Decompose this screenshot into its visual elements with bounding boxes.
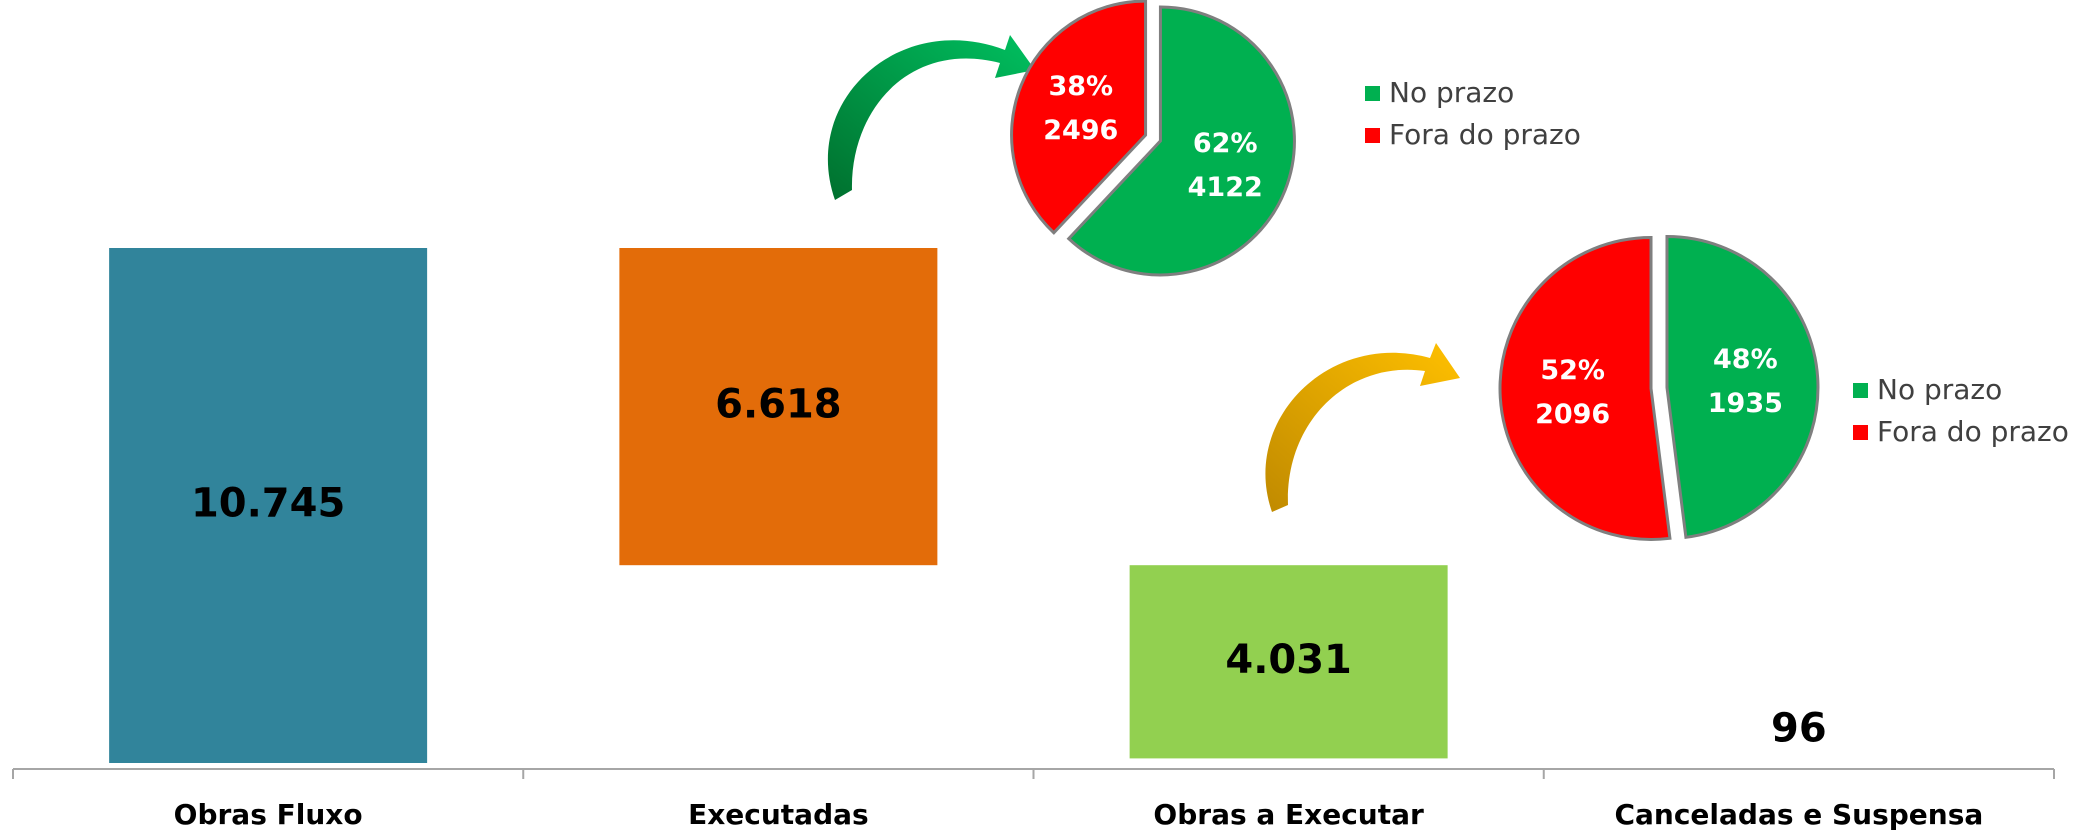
slice-percent: 38% bbox=[1048, 71, 1113, 102]
slice-percent: 52% bbox=[1540, 355, 1605, 386]
slice-count: 1935 bbox=[1708, 388, 1783, 419]
category-label: Obras Fluxo bbox=[174, 798, 363, 831]
legend-label: No prazo bbox=[1389, 76, 1514, 109]
bar bbox=[109, 248, 428, 763]
value-label: 4.031 bbox=[1225, 637, 1352, 683]
slice-count: 2096 bbox=[1535, 399, 1610, 430]
pie-slice bbox=[1010, 0, 1148, 235]
pie-slice bbox=[1066, 5, 1296, 277]
category-label: Canceladas e Suspensa bbox=[1614, 798, 1983, 831]
value-label: 6.618 bbox=[715, 382, 842, 428]
legend-swatch bbox=[1853, 425, 1868, 440]
category-label: Obras a Executar bbox=[1153, 798, 1424, 831]
bar bbox=[1129, 565, 1448, 759]
legend-swatch bbox=[1853, 383, 1868, 398]
value-label: 10.745 bbox=[191, 481, 345, 527]
legend-label: Fora do prazo bbox=[1389, 118, 1581, 151]
legend-label: Fora do prazo bbox=[1877, 415, 2069, 448]
slice-percent: 62% bbox=[1193, 128, 1258, 159]
slice-percent: 48% bbox=[1713, 344, 1778, 375]
legend-swatch bbox=[1365, 86, 1380, 101]
legend-label: No prazo bbox=[1877, 373, 2002, 406]
slice-count: 4122 bbox=[1188, 172, 1263, 203]
arrow bbox=[827, 35, 1035, 200]
pie-slice bbox=[1665, 234, 1820, 539]
category-label: Executadas bbox=[688, 798, 869, 831]
bar bbox=[619, 248, 938, 566]
slice-count: 2496 bbox=[1043, 115, 1118, 146]
value-label: 96 bbox=[1771, 705, 1827, 751]
legend-swatch bbox=[1365, 128, 1380, 143]
bar bbox=[1640, 758, 1958, 763]
pie-slice bbox=[1498, 235, 1672, 541]
arrow bbox=[1265, 343, 1460, 512]
